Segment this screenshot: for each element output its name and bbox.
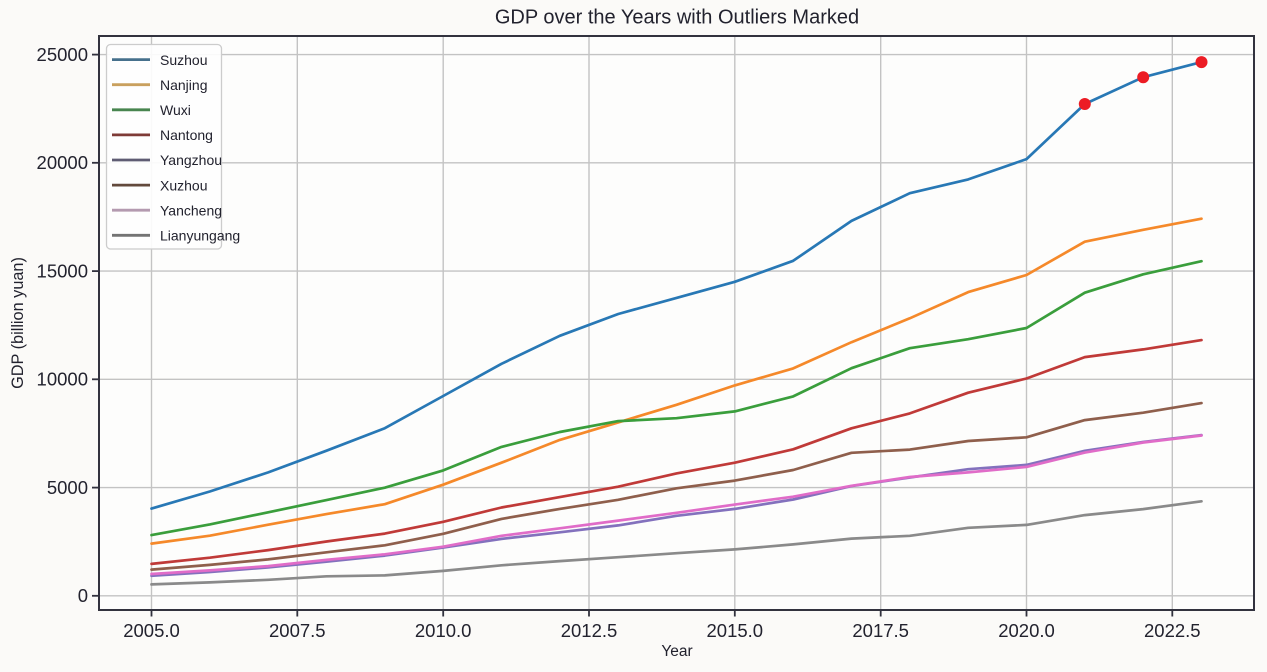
svg-text:25000: 25000 — [37, 44, 88, 65]
svg-text:2017.5: 2017.5 — [852, 620, 909, 641]
svg-text:2015.0: 2015.0 — [707, 620, 764, 641]
svg-text:15000: 15000 — [37, 260, 88, 281]
svg-text:10000: 10000 — [37, 369, 88, 390]
svg-text:2022.5: 2022.5 — [1144, 620, 1201, 641]
svg-text:Xuzhou: Xuzhou — [160, 177, 207, 193]
svg-text:Yangzhou: Yangzhou — [160, 152, 222, 168]
svg-text:2005.0: 2005.0 — [123, 620, 180, 641]
svg-text:2020.0: 2020.0 — [998, 620, 1055, 641]
svg-text:Year: Year — [661, 643, 692, 660]
svg-text:GDP over the Years with Outlie: GDP over the Years with Outliers Marked — [495, 7, 859, 29]
svg-text:Lianyungang: Lianyungang — [160, 228, 240, 244]
svg-text:2010.0: 2010.0 — [415, 620, 472, 641]
svg-text:20000: 20000 — [37, 152, 88, 173]
svg-text:Nanjing: Nanjing — [160, 77, 207, 93]
svg-text:Wuxi: Wuxi — [160, 102, 191, 118]
svg-text:0: 0 — [78, 585, 88, 606]
svg-text:Nantong: Nantong — [160, 127, 213, 143]
svg-text:5000: 5000 — [47, 477, 88, 498]
svg-text:Suzhou: Suzhou — [160, 52, 207, 68]
svg-text:2012.5: 2012.5 — [561, 620, 618, 641]
svg-text:2007.5: 2007.5 — [269, 620, 326, 641]
svg-text:Yancheng: Yancheng — [160, 202, 222, 218]
svg-text:GDP (billion yuan): GDP (billion yuan) — [9, 257, 27, 389]
